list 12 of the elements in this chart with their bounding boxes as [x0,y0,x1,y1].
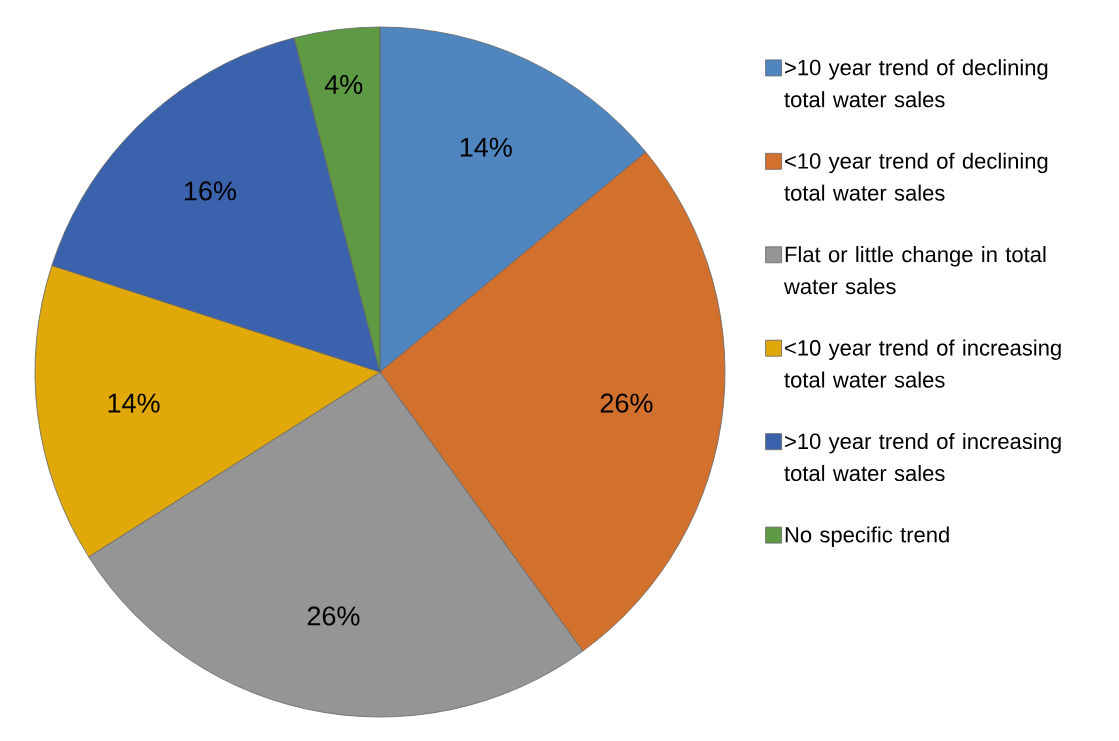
legend-label: >10 year trend of declining total water sales [784,59,1048,108]
data-label: 16% [185,181,237,201]
data-label: 26% [307,606,360,626]
legend-label: Flat or little change in total water sales [783,246,1046,295]
data-label: 14% [108,393,160,413]
data-label: 14% [460,137,512,157]
data-label: 4% [324,75,363,94]
legend-label: >10 year trend of increasing total water sales [784,432,1061,482]
legend-label: No specific trend [785,526,949,547]
data-label: 26% [600,393,653,413]
legend-label: <10 year trend of declining total water sales [784,152,1048,201]
legend-label: <10 year trend of increasing total water sales [784,339,1061,388]
